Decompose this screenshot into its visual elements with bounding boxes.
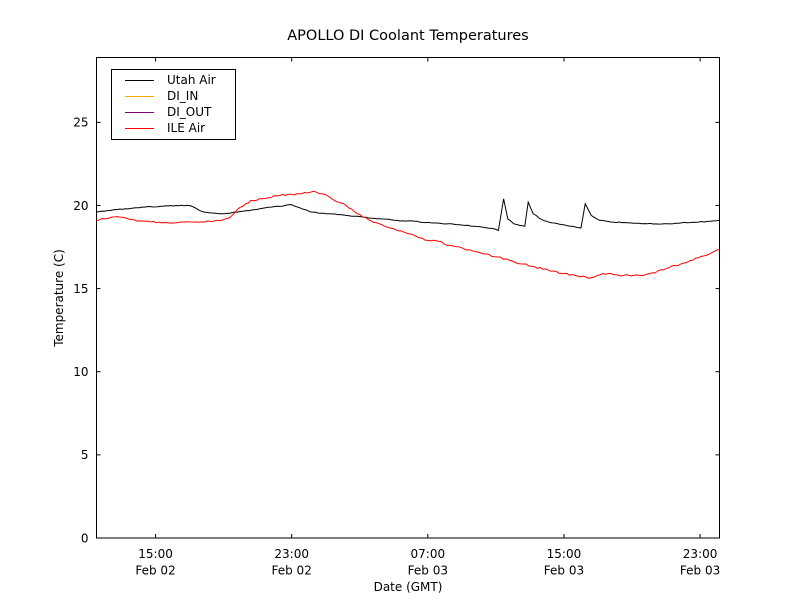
y-tick-label: 0 xyxy=(81,531,89,545)
legend-item: DI_OUT xyxy=(125,105,235,120)
legend-item: DI_IN xyxy=(125,89,235,104)
legend-label: ILE Air xyxy=(167,120,206,135)
x-tick-label-date: Feb 02 xyxy=(135,564,175,578)
legend-label: DI_IN xyxy=(167,89,199,104)
y-tick-label: 10 xyxy=(73,365,88,379)
x-tick-label-time: 23:00 xyxy=(274,547,309,561)
legend-item: ILE Air xyxy=(125,121,235,136)
y-axis-label: Temperature (C) xyxy=(52,249,66,347)
line-swatch-icon xyxy=(125,111,154,113)
line-swatch-icon xyxy=(125,80,154,82)
series-line-ile-air xyxy=(96,190,720,279)
chart-title: APOLLO DI Coolant Temperatures xyxy=(287,28,529,44)
x-axis-label: Date (GMT) xyxy=(373,580,443,594)
legend-label: DI_OUT xyxy=(167,104,212,119)
x-tick-label-time: 23:00 xyxy=(683,547,718,561)
x-tick-label-time: 15:00 xyxy=(547,547,582,561)
y-tick-label: 15 xyxy=(73,282,88,296)
plot-border xyxy=(96,57,720,539)
legend: Utah Air DI_IN DI_OUT ILE Air xyxy=(111,69,236,140)
y-tick-label: 20 xyxy=(73,199,88,213)
legend-label: Utah Air xyxy=(167,73,216,88)
x-tick-label-date: Feb 02 xyxy=(272,564,312,578)
x-tick-label-date: Feb 03 xyxy=(408,564,448,578)
line-swatch-icon xyxy=(125,127,154,129)
x-tick-label-time: 15:00 xyxy=(138,547,173,561)
y-tick-label: 25 xyxy=(73,116,88,130)
x-tick-label-date: Feb 03 xyxy=(544,564,584,578)
series-line-utah-air xyxy=(96,198,720,232)
line-swatch-icon xyxy=(125,96,154,98)
y-tick-label: 5 xyxy=(81,448,89,462)
legend-item: Utah Air xyxy=(125,73,235,88)
x-tick-label-time: 07:00 xyxy=(411,547,446,561)
x-tick-label-date: Feb 03 xyxy=(680,564,720,578)
